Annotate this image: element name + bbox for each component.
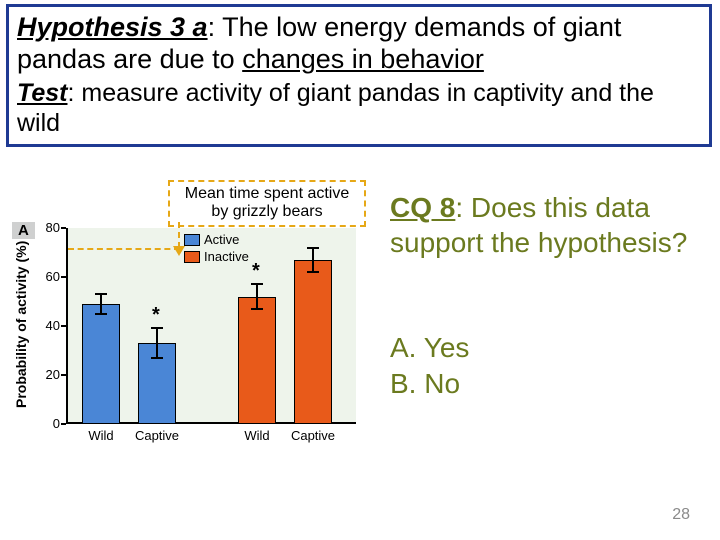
- y-tick-label: 60: [36, 269, 60, 284]
- bar: [82, 304, 120, 424]
- cq-question: CQ 8: Does this data support the hypothe…: [390, 190, 700, 260]
- x-tick-label: Wild: [74, 428, 128, 443]
- error-cap: [95, 313, 107, 315]
- hypothesis-line: Hypothesis 3 a: The low energy demands o…: [17, 11, 701, 76]
- legend-swatch: [184, 234, 200, 246]
- error-cap: [151, 327, 163, 329]
- y-tick: [61, 374, 66, 376]
- legend-label: Active: [204, 232, 239, 247]
- hypothesis-label: Hypothesis 3 a: [17, 12, 208, 42]
- y-axis: [66, 228, 68, 424]
- panel-badge: A: [12, 222, 35, 239]
- answer-choices: A. Yes B. No: [390, 330, 469, 403]
- bar: [238, 297, 276, 424]
- legend-item: Active: [184, 232, 249, 247]
- legend: Active Inactive: [184, 232, 249, 266]
- error-bar: [312, 248, 314, 273]
- cq-label: CQ 8: [390, 192, 455, 223]
- error-cap: [307, 271, 319, 273]
- answer-a: A. Yes: [390, 330, 469, 366]
- activity-chart: A Probability of activity (%) 020406080W…: [10, 222, 370, 462]
- guide-line: [68, 248, 180, 250]
- annotation-box: Mean time spent active by grizzly bears: [168, 180, 366, 227]
- guide-arrow-stem: [178, 222, 180, 248]
- y-tick: [61, 227, 66, 229]
- y-tick-label: 80: [36, 220, 60, 235]
- y-tick: [61, 325, 66, 327]
- error-cap: [151, 357, 163, 359]
- annotation-line-2: by grizzly bears: [176, 203, 358, 221]
- error-cap: [251, 283, 263, 285]
- bar: [294, 260, 332, 424]
- page-number: 28: [672, 506, 690, 524]
- answer-b: B. No: [390, 366, 469, 402]
- legend-swatch: [184, 251, 200, 263]
- header-box: Hypothesis 3 a: The low energy demands o…: [6, 4, 712, 147]
- test-text: : measure activity of giant pandas in ca…: [17, 79, 654, 137]
- x-tick-label: Captive: [286, 428, 340, 443]
- annotation-line-1: Mean time spent active: [176, 185, 358, 203]
- significance-star: *: [152, 304, 160, 327]
- y-tick: [61, 423, 66, 425]
- hypothesis-underlined: changes in behavior: [242, 44, 484, 74]
- error-cap: [307, 247, 319, 249]
- error-bar: [100, 294, 102, 314]
- guide-arrowhead-icon: [173, 246, 185, 256]
- plot-area: 020406080Wild*Captive*WildCaptiveActiveI…: [66, 228, 356, 424]
- legend-item: Inactive: [184, 249, 249, 264]
- significance-star: *: [252, 260, 260, 283]
- legend-label: Inactive: [204, 249, 249, 264]
- x-tick-label: Captive: [130, 428, 184, 443]
- error-cap: [251, 308, 263, 310]
- y-tick: [61, 276, 66, 278]
- y-axis-label: Probability of activity (%): [13, 241, 29, 408]
- error-cap: [95, 293, 107, 295]
- y-tick-label: 0: [36, 416, 60, 431]
- test-label: Test: [17, 79, 67, 107]
- test-line: Test: measure activity of giant pandas i…: [17, 78, 701, 138]
- error-bar: [256, 284, 258, 309]
- y-tick-label: 40: [36, 318, 60, 333]
- y-tick-label: 20: [36, 367, 60, 382]
- error-bar: [156, 328, 158, 357]
- x-tick-label: Wild: [230, 428, 284, 443]
